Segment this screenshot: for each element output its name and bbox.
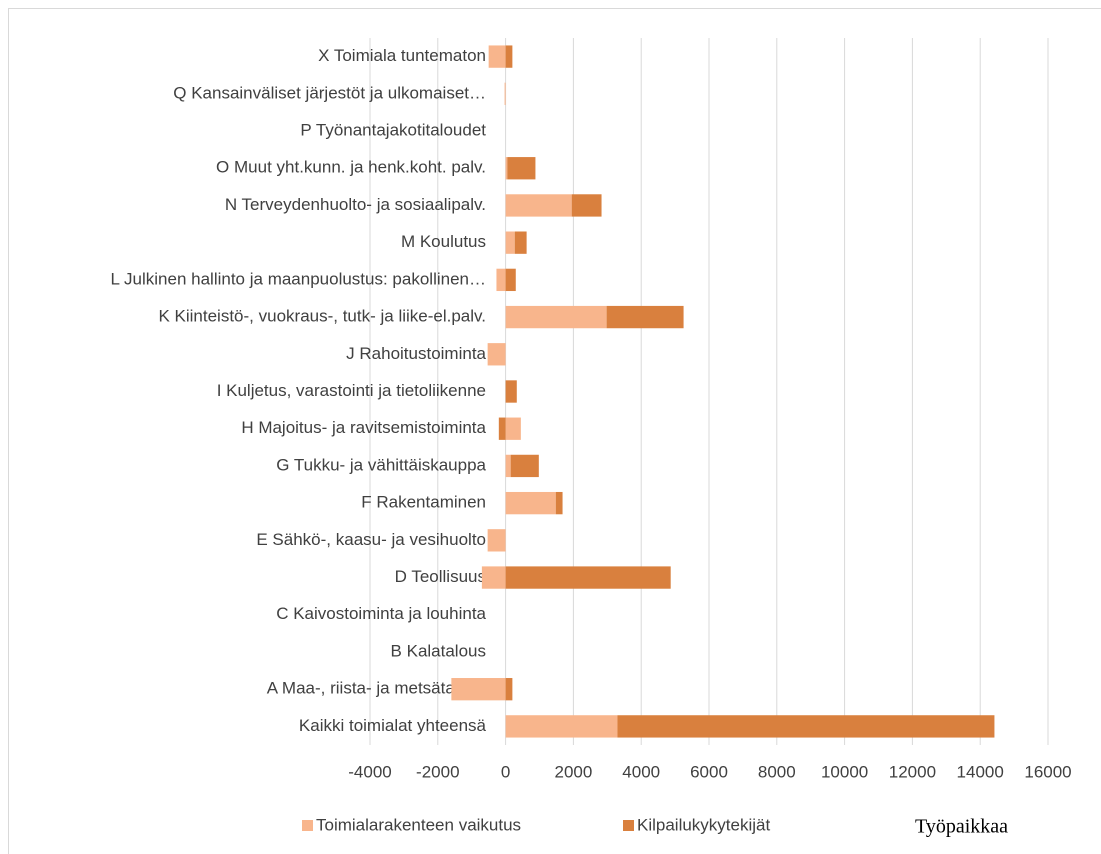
x-tick-label: 16000 [1024, 762, 1071, 781]
bar [571, 194, 602, 217]
bar [505, 491, 556, 515]
bar [505, 45, 513, 68]
bar [505, 231, 515, 254]
bar [505, 380, 517, 403]
y-tick-label: E Sähkö-, kaasu- ja vesihuolto [256, 530, 486, 549]
y-tick-label: I Kuljetus, varastointi ja tietoliikenne [217, 381, 486, 400]
legend-swatch [623, 820, 634, 831]
bar [488, 45, 506, 68]
y-tick-label: C Kaivostoiminta ja louhinta [276, 604, 486, 623]
chart-frame [8, 8, 1101, 854]
bar [505, 157, 508, 180]
bar [507, 157, 536, 180]
y-tick-label: F Rakentaminen [361, 493, 486, 512]
x-axis-label: Työpaikkaa [915, 816, 1008, 838]
x-tick-label: 10000 [821, 762, 868, 781]
bar [505, 305, 607, 329]
y-tick-label: P Työnantajakotitaloudet [300, 121, 486, 140]
bar [505, 268, 516, 292]
x-tick-label: 0 [501, 762, 510, 781]
y-tick-label: O Muut yht.kunn. ja henk.koht. palv. [216, 158, 486, 177]
bar [487, 343, 506, 366]
y-tick-label: L Julkinen hallinto ja maanpuolustus: pa… [111, 269, 487, 288]
x-tick-label: -2000 [416, 762, 459, 781]
x-tick-label: 6000 [690, 762, 728, 781]
y-tick-label: H Majoitus- ja ravitsemistoiminta [241, 418, 486, 437]
y-tick-label: B Kalatalous [391, 641, 486, 660]
y-tick-label: M Koulutus [401, 232, 486, 251]
x-tick-label: 4000 [622, 762, 660, 781]
bar [505, 566, 671, 589]
legend-label: Toimialarakenteen vaikutus [316, 815, 521, 834]
bar [617, 715, 995, 738]
x-tick-label: -4000 [348, 762, 391, 781]
bar [606, 305, 684, 329]
bar [505, 678, 513, 701]
bar [505, 715, 618, 738]
y-tick-label: K Kiinteistö-, vuokraus-, tutk- ja liike… [158, 307, 486, 326]
bar [481, 566, 506, 589]
bar [496, 268, 506, 292]
bar [505, 417, 521, 440]
legend-label: Kilpailukykytekijät [637, 815, 770, 834]
x-tick-label: 2000 [554, 762, 592, 781]
bar [505, 454, 511, 478]
y-tick-label: D Teollisuus [395, 567, 486, 586]
y-tick-label: Q Kansainväliset järjestöt ja ulkomaiset… [173, 83, 486, 102]
bar [555, 491, 563, 515]
y-tick-label: Kaikki toimialat yhteensä [299, 716, 487, 735]
bar [514, 231, 527, 254]
x-tick-label: 8000 [758, 762, 796, 781]
y-tick-label: J Rahoitustoiminta [346, 344, 486, 363]
y-tick-label: N Terveydenhuolto- ja sosiaalipalv. [225, 195, 486, 214]
x-tick-label: 14000 [957, 762, 1004, 781]
y-tick-label: X Toimiala tuntematon [318, 46, 486, 65]
y-tick-label: G Tukku- ja vähittäiskauppa [276, 455, 486, 474]
y-tick-label: A Maa-, riista- ja metsätalous [267, 679, 486, 698]
bar [505, 194, 572, 217]
bar [451, 678, 506, 701]
bar [487, 529, 506, 552]
bar [510, 454, 539, 478]
x-tick-label: 12000 [889, 762, 936, 781]
legend-swatch [302, 820, 313, 831]
bar [498, 417, 506, 440]
bar [504, 82, 506, 105]
